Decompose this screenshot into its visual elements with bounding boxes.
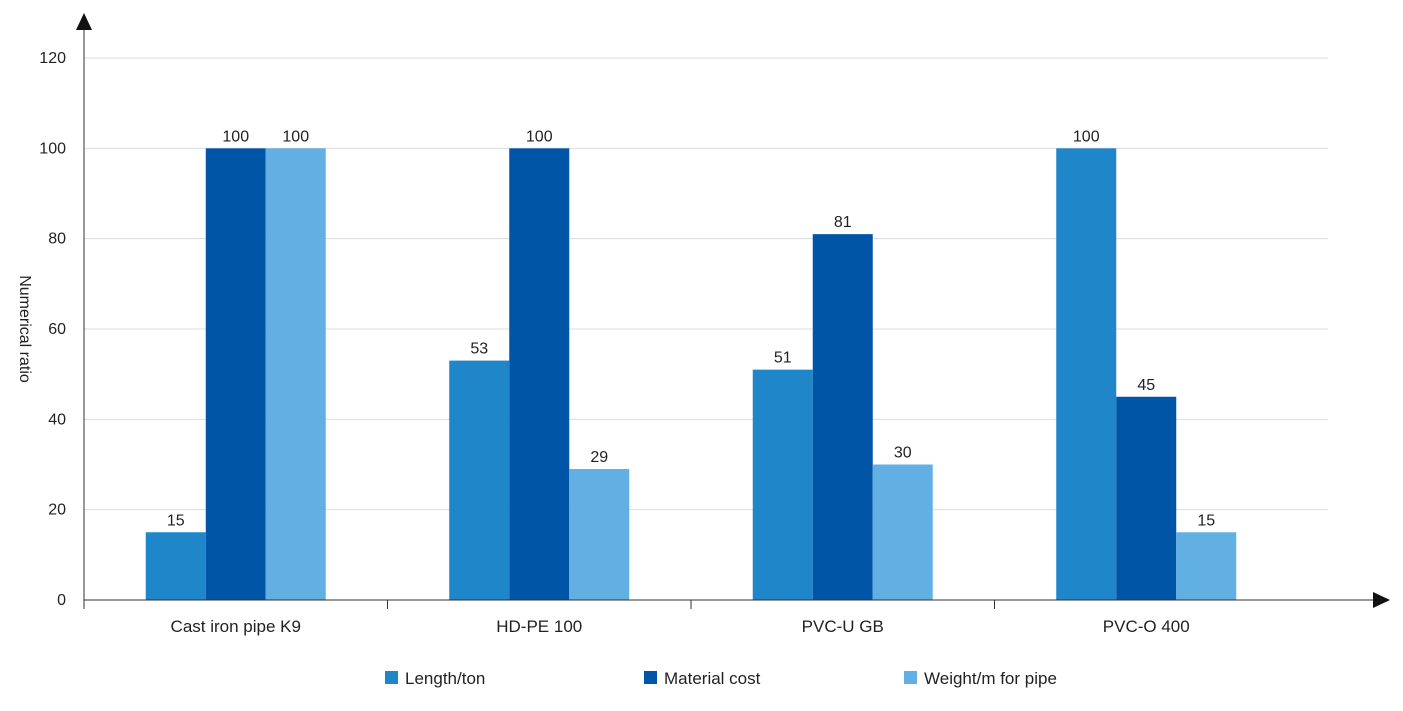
y-axis-arrow-icon: [76, 13, 92, 30]
y-tick-label: 80: [48, 231, 66, 248]
data-label: 53: [470, 341, 488, 358]
y-tick-label: 20: [48, 502, 66, 519]
legend-entry: Material cost: [664, 669, 761, 688]
data-label: 100: [1073, 128, 1100, 145]
bar: [1056, 148, 1117, 601]
x-tick-label: Cast iron pipe K9: [171, 617, 301, 636]
y-tick-label: 120: [39, 50, 66, 67]
bar: [509, 148, 570, 601]
bars: [145, 148, 1237, 601]
bar: [145, 532, 206, 600]
y-tick-label: 100: [39, 140, 66, 157]
legend: Length/ton Material cost Weight/m for pipe: [385, 669, 1057, 688]
data-label: 29: [590, 449, 608, 466]
bar: [569, 469, 630, 600]
bar: [449, 360, 510, 600]
legend-swatch: [644, 671, 657, 684]
y-tick-label: 60: [48, 321, 66, 338]
bar: [1116, 396, 1177, 600]
bar: [812, 234, 873, 600]
legend-swatch: [385, 671, 398, 684]
bar: [872, 464, 933, 600]
axes: [76, 13, 1390, 609]
legend-entry: Length/ton: [405, 669, 485, 688]
legend-entry: Weight/m for pipe: [924, 669, 1057, 688]
x-tick-label: HD-PE 100: [496, 617, 582, 636]
y-tick-label: 0: [57, 592, 66, 609]
data-label: 30: [894, 445, 912, 462]
bar: [265, 148, 326, 601]
legend-swatch: [904, 671, 917, 684]
data-label: 100: [222, 128, 249, 145]
x-tick-label: PVC-U GB: [802, 617, 884, 636]
data-label: 15: [167, 512, 185, 529]
x-axis-arrow-icon: [1373, 592, 1390, 608]
labels: 0 20 40 60 80 100 120 15 100 100 Cast iron pipe K9…: [16, 50, 1215, 636]
bar: [752, 369, 813, 600]
bar: [205, 148, 266, 601]
data-label: 100: [282, 128, 309, 145]
y-axis-title: Numerical ratio: [16, 275, 33, 383]
data-label: 81: [834, 214, 852, 231]
y-tick-label: 40: [48, 411, 66, 428]
bar: [1176, 532, 1237, 600]
data-label: 15: [1197, 512, 1215, 529]
data-label: 51: [774, 350, 792, 367]
data-label: 45: [1137, 377, 1155, 394]
data-label: 100: [526, 128, 553, 145]
x-tick-label: PVC-O 400: [1103, 617, 1190, 636]
